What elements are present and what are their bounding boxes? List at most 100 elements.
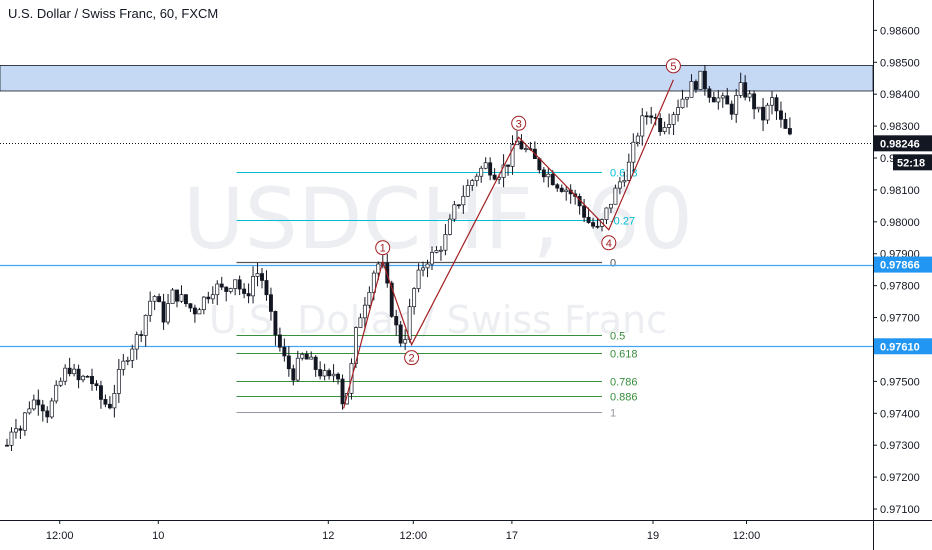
candle-body bbox=[761, 106, 766, 121]
last-price-badge-label: 0.98246 bbox=[880, 138, 920, 150]
fib-level-label: 0.618 bbox=[610, 349, 638, 361]
candle-body bbox=[291, 368, 296, 381]
candle-body bbox=[286, 355, 291, 370]
candle-body bbox=[273, 311, 278, 336]
candle-body bbox=[94, 383, 99, 387]
candle-body bbox=[626, 161, 631, 181]
candle-body bbox=[309, 356, 314, 360]
candle-body bbox=[183, 294, 188, 305]
candle-body bbox=[461, 195, 466, 206]
price-tick-label: 0.97300 bbox=[880, 440, 920, 452]
candle-body bbox=[90, 376, 94, 385]
candle-body bbox=[608, 203, 613, 209]
candle-body bbox=[166, 303, 171, 323]
time-tick-label: 12:00 bbox=[46, 530, 74, 542]
candle-body bbox=[40, 404, 45, 412]
candle-body bbox=[492, 174, 497, 180]
candle-body bbox=[559, 187, 564, 192]
candle-body bbox=[27, 408, 32, 414]
fib-level-label: 0 bbox=[610, 258, 616, 270]
wave-point-marker[interactable] bbox=[665, 58, 681, 74]
candle-body bbox=[640, 115, 645, 137]
candle-body bbox=[376, 263, 381, 274]
candle-body bbox=[778, 110, 783, 120]
candle-body bbox=[45, 410, 50, 418]
candle-body bbox=[564, 189, 569, 192]
candle-body bbox=[264, 280, 269, 296]
resistance-zone[interactable] bbox=[0, 65, 874, 92]
wave-point-marker[interactable] bbox=[511, 115, 527, 131]
candle-body bbox=[134, 334, 139, 350]
candle-body bbox=[215, 283, 220, 296]
price-tick-label: 0.98100 bbox=[880, 185, 920, 197]
candle-body bbox=[765, 104, 770, 121]
wave-point-marker[interactable] bbox=[375, 240, 391, 256]
candle-body bbox=[506, 164, 511, 167]
candle-body bbox=[300, 353, 305, 359]
candle-body bbox=[72, 368, 77, 375]
candle-body bbox=[327, 370, 332, 377]
candle-body bbox=[702, 70, 707, 90]
candle-body bbox=[698, 70, 703, 90]
candle-body bbox=[501, 164, 506, 178]
candle-body bbox=[720, 95, 725, 99]
wave-point-label: 3 bbox=[516, 118, 522, 130]
candle-body bbox=[224, 286, 229, 292]
candle-body bbox=[434, 250, 439, 253]
candle-body bbox=[555, 184, 560, 189]
candle-body bbox=[116, 369, 121, 394]
candle-body bbox=[398, 324, 403, 344]
candle-body bbox=[304, 353, 309, 360]
candle-body bbox=[465, 185, 470, 197]
candle-body bbox=[277, 334, 282, 348]
candle-body bbox=[268, 294, 273, 312]
elliott-wave-drawing[interactable]: 1 2 3 4 5 bbox=[343, 58, 681, 409]
candle-body bbox=[523, 148, 528, 150]
candle-body bbox=[421, 267, 426, 271]
candle-body bbox=[139, 334, 144, 336]
price-tick-label: 0.97800 bbox=[880, 281, 920, 293]
last-price-badge bbox=[874, 135, 932, 152]
candle-body bbox=[107, 403, 112, 409]
candle-body bbox=[756, 106, 761, 110]
candle-body bbox=[362, 304, 367, 319]
candle-body bbox=[170, 289, 175, 304]
candle-body bbox=[613, 187, 618, 205]
candle-body bbox=[228, 288, 233, 292]
wave-point-marker[interactable] bbox=[601, 235, 617, 251]
candle-body bbox=[210, 294, 215, 300]
candle-body bbox=[541, 169, 546, 178]
wave-point-marker[interactable] bbox=[404, 350, 420, 366]
candle-body bbox=[510, 144, 515, 167]
candle-body bbox=[318, 369, 323, 377]
candle-body bbox=[752, 93, 757, 110]
candle-body bbox=[175, 289, 179, 302]
price-tick-label: 0.97500 bbox=[880, 376, 920, 388]
candle-body bbox=[412, 288, 417, 308]
time-tick-label: 12 bbox=[322, 530, 334, 542]
candle-body bbox=[9, 431, 14, 446]
candle-body bbox=[161, 301, 166, 323]
wave-path[interactable] bbox=[343, 79, 674, 409]
line-price-badge-label: 0.97866 bbox=[880, 260, 920, 272]
candle-body bbox=[631, 141, 636, 163]
candle-body bbox=[295, 357, 300, 381]
time-axis[interactable] bbox=[0, 520, 932, 550]
candle-body bbox=[595, 225, 600, 228]
candle-body bbox=[246, 293, 251, 297]
fib-level-label: -0.27 bbox=[610, 216, 635, 228]
candle-body bbox=[340, 378, 345, 405]
candle-body bbox=[774, 97, 779, 112]
wave-point-label: 5 bbox=[670, 61, 676, 73]
candle-body bbox=[635, 135, 640, 143]
candle-body bbox=[604, 207, 609, 220]
candle-body bbox=[336, 373, 341, 380]
time-tick-label: 17 bbox=[506, 530, 518, 542]
candle-body bbox=[394, 316, 399, 326]
candle-body bbox=[447, 218, 452, 235]
candle-body bbox=[67, 367, 72, 375]
price-axis[interactable] bbox=[873, 0, 932, 550]
fib-level-label: 0.886 bbox=[610, 392, 638, 404]
price-tick-label: 0.98400 bbox=[880, 89, 920, 101]
